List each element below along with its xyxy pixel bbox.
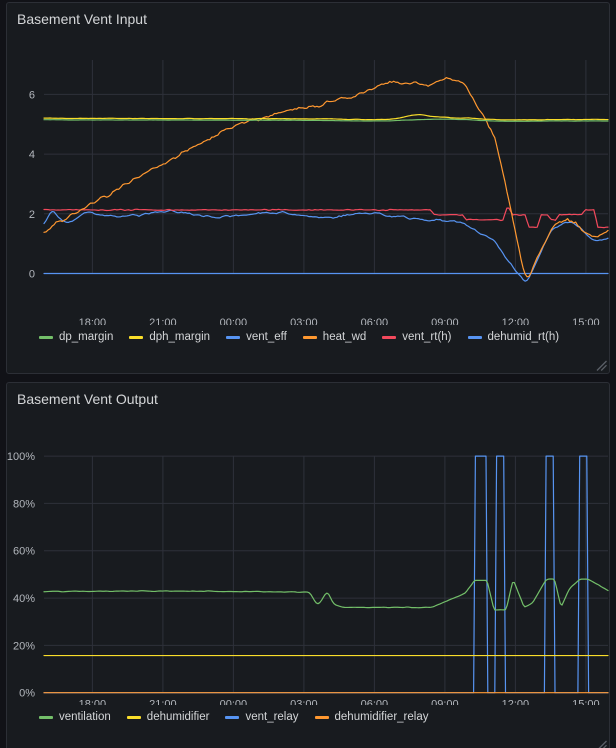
svg-text:00:00: 00:00 bbox=[220, 699, 248, 705]
svg-text:18:00: 18:00 bbox=[79, 699, 107, 705]
svg-text:12:00: 12:00 bbox=[502, 317, 530, 325]
svg-text:09:00: 09:00 bbox=[431, 317, 459, 325]
svg-text:03:00: 03:00 bbox=[290, 317, 318, 325]
svg-text:6: 6 bbox=[29, 89, 35, 101]
svg-text:15:00: 15:00 bbox=[572, 699, 600, 705]
svg-text:60%: 60% bbox=[13, 546, 35, 558]
svg-text:00:00: 00:00 bbox=[220, 317, 248, 325]
svg-text:21:00: 21:00 bbox=[149, 317, 177, 325]
svg-text:03:00: 03:00 bbox=[290, 699, 318, 705]
svg-text:20%: 20% bbox=[13, 640, 35, 652]
svg-text:12:00: 12:00 bbox=[502, 699, 530, 705]
svg-text:18:00: 18:00 bbox=[79, 317, 107, 325]
svg-text:06:00: 06:00 bbox=[361, 317, 389, 325]
svg-text:80%: 80% bbox=[13, 498, 35, 510]
svg-text:09:00: 09:00 bbox=[431, 699, 459, 705]
svg-text:2: 2 bbox=[29, 209, 35, 221]
svg-text:0%: 0% bbox=[19, 688, 35, 700]
svg-text:40%: 40% bbox=[13, 593, 35, 605]
svg-text:21:00: 21:00 bbox=[149, 699, 177, 705]
svg-text:0: 0 bbox=[29, 269, 35, 281]
svg-text:4: 4 bbox=[29, 149, 35, 161]
svg-text:15:00: 15:00 bbox=[572, 317, 600, 325]
svg-text:06:00: 06:00 bbox=[361, 699, 389, 705]
svg-text:100%: 100% bbox=[7, 451, 35, 463]
